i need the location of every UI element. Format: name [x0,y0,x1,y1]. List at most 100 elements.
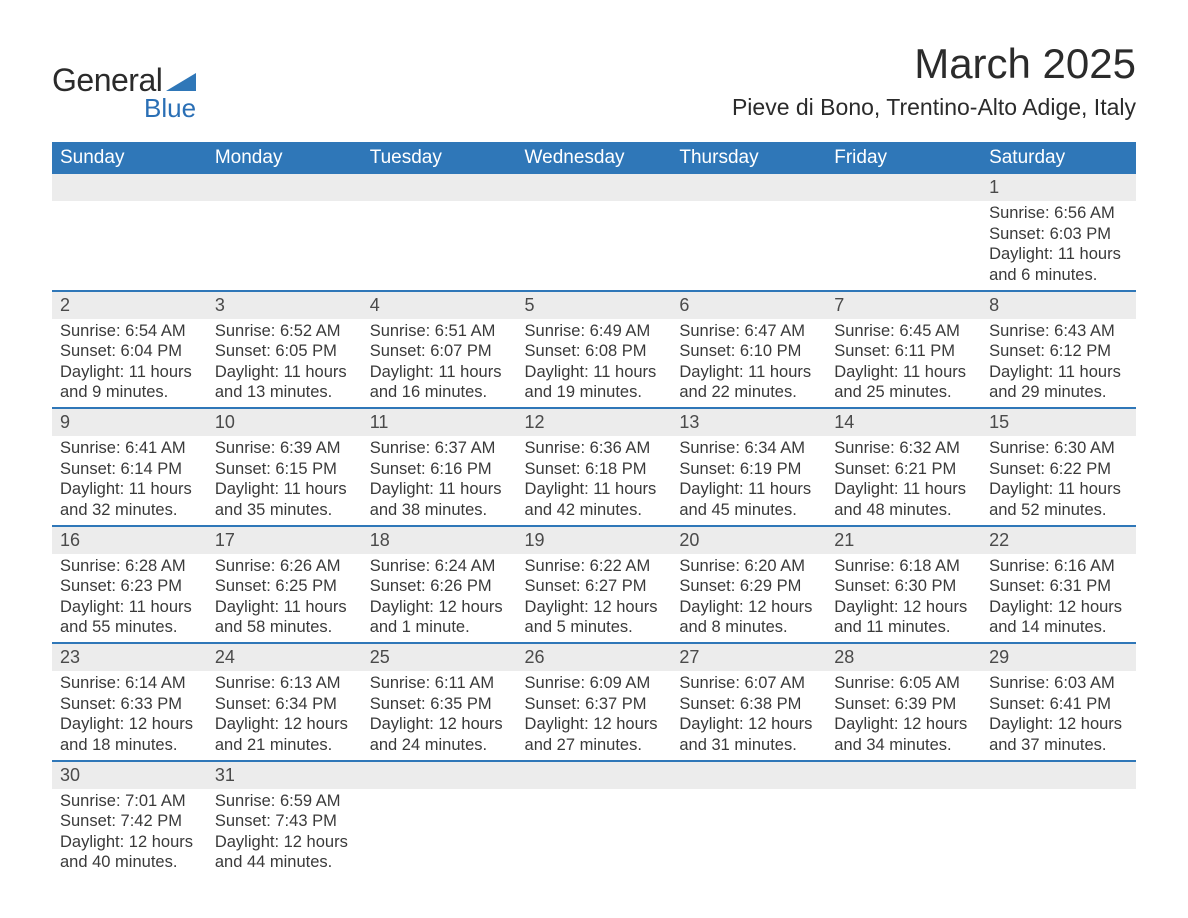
day-sunrise: Sunrise: 6:05 AM [834,673,975,694]
calendar-day-cell: 13Sunrise: 6:34 AMSunset: 6:19 PMDayligh… [671,408,826,526]
day-sunrise: Sunrise: 6:54 AM [60,321,201,342]
day-number: 27 [671,644,826,671]
day-body: Sunrise: 6:11 AMSunset: 6:35 PMDaylight:… [362,671,517,760]
calendar-day-cell: 5Sunrise: 6:49 AMSunset: 6:08 PMDaylight… [517,291,672,409]
day-sunset: Sunset: 6:30 PM [834,576,975,597]
day-body: Sunrise: 6:28 AMSunset: 6:23 PMDaylight:… [52,554,207,643]
day-number: 17 [207,527,362,554]
day-sunset: Sunset: 6:25 PM [215,576,356,597]
calendar-day-cell [981,761,1136,878]
day-daylight2: and 21 minutes. [215,735,356,756]
day-daylight1: Daylight: 12 hours [834,714,975,735]
day-daylight1: Daylight: 11 hours [834,362,975,383]
day-sunset: Sunset: 6:35 PM [370,694,511,715]
day-number [52,174,207,201]
day-sunset: Sunset: 6:11 PM [834,341,975,362]
day-sunrise: Sunrise: 6:59 AM [215,791,356,812]
day-number: 30 [52,762,207,789]
day-sunrise: Sunrise: 6:47 AM [679,321,820,342]
day-body: Sunrise: 6:30 AMSunset: 6:22 PMDaylight:… [981,436,1136,525]
day-body: Sunrise: 6:36 AMSunset: 6:18 PMDaylight:… [517,436,672,525]
day-sunrise: Sunrise: 6:03 AM [989,673,1130,694]
day-daylight1: Daylight: 11 hours [60,362,201,383]
day-daylight2: and 44 minutes. [215,852,356,873]
day-number: 14 [826,409,981,436]
day-sunrise: Sunrise: 6:43 AM [989,321,1130,342]
day-sunset: Sunset: 6:37 PM [525,694,666,715]
day-daylight2: and 14 minutes. [989,617,1130,638]
day-daylight1: Daylight: 12 hours [60,832,201,853]
day-daylight2: and 45 minutes. [679,500,820,521]
day-sunset: Sunset: 6:31 PM [989,576,1130,597]
day-daylight2: and 6 minutes. [989,265,1130,286]
day-daylight2: and 35 minutes. [215,500,356,521]
day-sunrise: Sunrise: 6:26 AM [215,556,356,577]
day-sunset: Sunset: 6:21 PM [834,459,975,480]
day-number: 31 [207,762,362,789]
calendar-day-cell: 19Sunrise: 6:22 AMSunset: 6:27 PMDayligh… [517,526,672,644]
day-daylight2: and 48 minutes. [834,500,975,521]
day-body: Sunrise: 6:18 AMSunset: 6:30 PMDaylight:… [826,554,981,643]
day-sunset: Sunset: 7:42 PM [60,811,201,832]
day-sunrise: Sunrise: 6:30 AM [989,438,1130,459]
day-daylight1: Daylight: 11 hours [525,479,666,500]
day-sunset: Sunset: 6:10 PM [679,341,820,362]
day-sunrise: Sunrise: 6:20 AM [679,556,820,577]
day-sunset: Sunset: 6:18 PM [525,459,666,480]
calendar-day-cell: 31Sunrise: 6:59 AMSunset: 7:43 PMDayligh… [207,761,362,878]
day-sunrise: Sunrise: 7:01 AM [60,791,201,812]
day-sunrise: Sunrise: 6:56 AM [989,203,1130,224]
day-number [362,174,517,201]
day-body: Sunrise: 6:49 AMSunset: 6:08 PMDaylight:… [517,319,672,408]
day-daylight2: and 9 minutes. [60,382,201,403]
calendar-day-cell [826,174,981,291]
calendar-day-cell: 25Sunrise: 6:11 AMSunset: 6:35 PMDayligh… [362,643,517,761]
calendar-week-row: 1Sunrise: 6:56 AMSunset: 6:03 PMDaylight… [52,174,1136,291]
day-daylight1: Daylight: 11 hours [370,362,511,383]
day-number [517,762,672,789]
day-sunrise: Sunrise: 6:07 AM [679,673,820,694]
day-daylight2: and 38 minutes. [370,500,511,521]
calendar-day-cell [207,174,362,291]
calendar-day-cell: 3Sunrise: 6:52 AMSunset: 6:05 PMDaylight… [207,291,362,409]
day-number: 9 [52,409,207,436]
weekday-header: Friday [826,142,981,174]
day-body [517,201,672,277]
day-body [517,789,672,865]
calendar-week-row: 23Sunrise: 6:14 AMSunset: 6:33 PMDayligh… [52,643,1136,761]
day-body: Sunrise: 6:07 AMSunset: 6:38 PMDaylight:… [671,671,826,760]
calendar-day-cell: 12Sunrise: 6:36 AMSunset: 6:18 PMDayligh… [517,408,672,526]
day-body: Sunrise: 6:26 AMSunset: 6:25 PMDaylight:… [207,554,362,643]
day-daylight2: and 1 minute. [370,617,511,638]
day-number: 1 [981,174,1136,201]
day-body: Sunrise: 6:47 AMSunset: 6:10 PMDaylight:… [671,319,826,408]
day-daylight2: and 37 minutes. [989,735,1130,756]
day-number: 20 [671,527,826,554]
day-number: 13 [671,409,826,436]
title-month: March 2025 [732,40,1136,88]
day-daylight1: Daylight: 12 hours [370,714,511,735]
day-number: 18 [362,527,517,554]
day-daylight2: and 18 minutes. [60,735,201,756]
day-daylight2: and 16 minutes. [370,382,511,403]
weekday-header: Sunday [52,142,207,174]
day-number: 19 [517,527,672,554]
calendar-day-cell: 17Sunrise: 6:26 AMSunset: 6:25 PMDayligh… [207,526,362,644]
day-body [826,789,981,865]
day-sunrise: Sunrise: 6:45 AM [834,321,975,342]
day-sunset: Sunset: 6:05 PM [215,341,356,362]
day-number [671,762,826,789]
day-sunrise: Sunrise: 6:39 AM [215,438,356,459]
day-body [362,201,517,277]
day-daylight1: Daylight: 11 hours [215,362,356,383]
day-number: 25 [362,644,517,671]
calendar-day-cell: 4Sunrise: 6:51 AMSunset: 6:07 PMDaylight… [362,291,517,409]
calendar-day-cell: 14Sunrise: 6:32 AMSunset: 6:21 PMDayligh… [826,408,981,526]
calendar-day-cell [362,174,517,291]
day-daylight2: and 11 minutes. [834,617,975,638]
day-sunset: Sunset: 6:34 PM [215,694,356,715]
title-location: Pieve di Bono, Trentino-Alto Adige, Ital… [732,94,1136,121]
calendar-day-cell [671,174,826,291]
weekday-header-row: Sunday Monday Tuesday Wednesday Thursday… [52,142,1136,174]
day-body [981,789,1136,865]
